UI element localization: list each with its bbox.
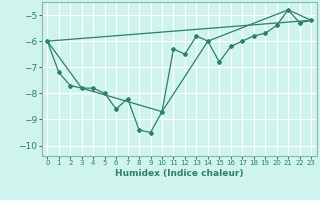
X-axis label: Humidex (Indice chaleur): Humidex (Indice chaleur) [115, 169, 244, 178]
